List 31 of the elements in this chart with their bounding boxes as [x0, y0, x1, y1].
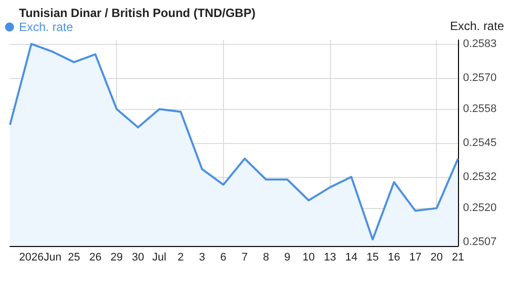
- x-tick-label: 10: [302, 252, 315, 264]
- y-tick-label: 0.2507: [463, 236, 497, 248]
- x-tick-label: 15: [366, 252, 379, 264]
- y-axis-title: Exch. rate: [450, 19, 504, 33]
- x-tick-label: 17: [409, 252, 422, 264]
- x-tick-label: 13: [324, 252, 336, 264]
- x-tick-label: 2: [178, 252, 184, 264]
- x-tick-label: 9: [284, 252, 290, 264]
- x-tick-label: 2026: [19, 252, 44, 264]
- x-tick-label: 21: [452, 252, 464, 264]
- x-tick-label: Jun: [44, 252, 62, 264]
- y-tick-label: 0.2558: [463, 103, 497, 116]
- y-tick-label: 0.2583: [463, 38, 497, 50]
- x-tick-label: 26: [89, 252, 102, 264]
- x-tick-label: 14: [345, 252, 358, 264]
- legend-label: Exch. rate: [19, 20, 74, 34]
- x-tick-label: 16: [388, 252, 400, 264]
- x-tick-label: 6: [220, 252, 226, 264]
- y-tick-label: 0.2545: [463, 137, 497, 149]
- x-tick-label: 29: [110, 252, 123, 264]
- x-tick-label: 7: [242, 252, 248, 264]
- y-tick-label: 0.2520: [463, 202, 497, 214]
- chart-title: Tunisian Dinar / British Pound (TND/GBP): [19, 6, 256, 20]
- x-tick-label: 8: [262, 252, 270, 264]
- x-tick-label: 30: [132, 252, 144, 264]
- y-tick-label: 0.2532: [463, 170, 497, 183]
- x-tick-label: 20: [430, 252, 443, 264]
- y-tick-label: 0.2570: [463, 72, 497, 84]
- x-tick-label: Jul: [152, 252, 166, 264]
- x-tick-label: 3: [198, 252, 206, 264]
- x-tick-label: 25: [68, 252, 80, 264]
